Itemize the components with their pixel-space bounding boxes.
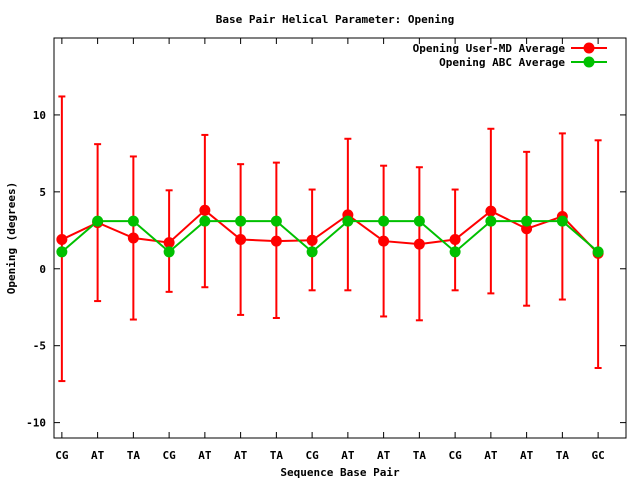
x-tick-label: AT <box>484 449 498 462</box>
x-tick-label: CG <box>162 449 176 462</box>
series-1-point <box>485 205 497 217</box>
series-1-point <box>56 234 68 246</box>
x-tick-label: CG <box>55 449 69 462</box>
series-2-point <box>521 215 533 227</box>
series-2-point <box>592 246 604 258</box>
series-2-point <box>556 215 568 227</box>
series-1-point <box>378 235 390 247</box>
x-tick-label: AT <box>234 449 248 462</box>
series-2-point <box>92 215 104 227</box>
series-1-point <box>413 238 425 250</box>
x-tick-label: GC <box>591 449 604 462</box>
series-2-point <box>485 215 497 227</box>
x-tick-label: TA <box>413 449 427 462</box>
x-tick-label: TA <box>556 449 570 462</box>
y-tick-label: 5 <box>39 186 46 199</box>
series-2-point <box>127 215 139 227</box>
x-tick-label: AT <box>341 449 355 462</box>
series-1-point <box>270 235 282 247</box>
series-1-point <box>521 223 533 235</box>
series-2-point <box>413 215 425 227</box>
series-2-point <box>199 215 211 227</box>
series-2-point <box>56 246 68 258</box>
x-tick-label: AT <box>520 449 534 462</box>
series-line-2 <box>61 220 599 254</box>
series-1-point <box>127 232 139 244</box>
legend-label: Opening ABC Average <box>439 56 565 69</box>
legend-marker <box>583 42 595 54</box>
series-1-point <box>306 234 318 246</box>
series-1-point <box>449 234 461 246</box>
series-2-point <box>235 215 247 227</box>
series-1-point <box>199 204 211 216</box>
y-tick-label: 10 <box>33 109 46 122</box>
series-2-point <box>270 215 282 227</box>
chart-title: Base Pair Helical Parameter: Opening <box>216 13 454 26</box>
y-tick-label: -10 <box>26 417 46 430</box>
series-2-point <box>449 246 461 258</box>
x-tick-label: CG <box>448 449 462 462</box>
x-tick-label: TA <box>127 449 141 462</box>
x-axis-label: Sequence Base Pair <box>280 466 400 479</box>
series-line-1 <box>61 208 599 255</box>
series-2-point <box>342 215 354 227</box>
x-tick-label: AT <box>377 449 391 462</box>
series-2-point <box>163 246 175 258</box>
x-tick-label: AT <box>198 449 212 462</box>
legend-marker <box>583 56 595 68</box>
legend-label: Opening User-MD Average <box>413 42 566 55</box>
series-2-point <box>306 246 318 258</box>
series-1-point <box>163 237 175 249</box>
x-tick-label: AT <box>91 449 105 462</box>
x-tick-label: TA <box>270 449 284 462</box>
y-tick-label: 0 <box>39 263 46 276</box>
series-2-point <box>378 215 390 227</box>
y-axis-label: Opening (degrees) <box>5 182 18 295</box>
x-tick-label: CG <box>305 449 319 462</box>
plot-frame <box>53 37 627 439</box>
y-tick-label: -5 <box>33 340 46 353</box>
series-1-point <box>235 234 247 246</box>
